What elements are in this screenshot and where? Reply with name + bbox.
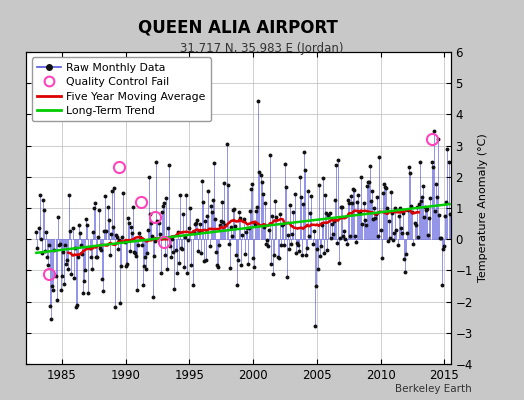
Text: Berkeley Earth: Berkeley Earth: [395, 384, 472, 394]
Title: QUEEN ALIA AIRPORT: QUEEN ALIA AIRPORT: [138, 18, 339, 36]
Text: 31.717 N, 35.983 E (Jordan): 31.717 N, 35.983 E (Jordan): [180, 42, 344, 55]
Legend: Raw Monthly Data, Quality Control Fail, Five Year Moving Average, Long-Term Tren: Raw Monthly Data, Quality Control Fail, …: [31, 58, 211, 121]
Y-axis label: Temperature Anomaly (°C): Temperature Anomaly (°C): [478, 134, 488, 282]
